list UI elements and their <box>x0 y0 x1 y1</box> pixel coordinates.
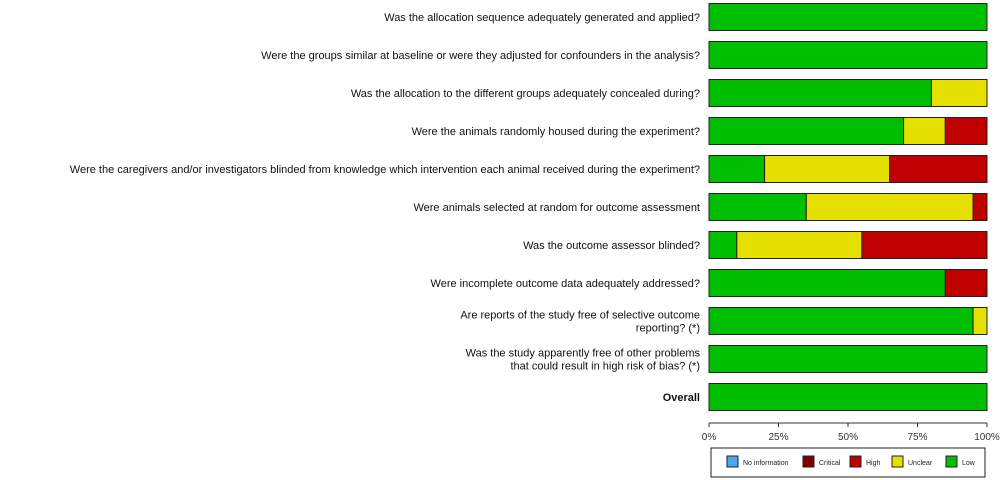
x-tick-label: 0% <box>702 432 717 443</box>
bar-segment-high <box>889 155 988 183</box>
legend-swatch-unclear <box>891 455 904 468</box>
category-label: Are reports of the study free of selecti… <box>460 310 700 322</box>
bar-segment-high <box>944 269 988 297</box>
category-label: Were the caregivers and/or investigators… <box>70 164 700 176</box>
category-label: Overall <box>663 392 700 404</box>
bar-segment-unclear <box>764 155 891 183</box>
category-label: Was the outcome assessor blinded? <box>523 240 700 252</box>
bar-segment-unclear <box>930 79 988 107</box>
legend-label: Low <box>962 460 976 467</box>
bar-segment-low <box>708 307 974 335</box>
category-label: Was the study apparently free of other p… <box>466 348 701 360</box>
bar-segment-low <box>708 117 905 145</box>
x-tick-label: 75% <box>907 432 927 443</box>
legend-box <box>710 447 986 478</box>
category-label: Were animals selected at random for outc… <box>413 202 700 214</box>
bar-segment-high <box>944 117 988 145</box>
bar-segment-high <box>861 231 988 259</box>
x-tick-label: 50% <box>838 432 858 443</box>
bar-segment-unclear <box>903 117 946 145</box>
category-label: reporting? (*) <box>636 323 700 335</box>
bar-segment-unclear <box>736 231 863 259</box>
bar-segment-low <box>708 345 988 373</box>
bar-segment-low <box>708 155 766 183</box>
x-tick-label: 100% <box>974 432 1000 443</box>
legend-label: No information <box>743 460 789 467</box>
bar-segment-low <box>708 383 988 411</box>
bar-segment-unclear <box>972 307 988 335</box>
bar-segment-low <box>708 269 946 297</box>
bar-segment-low <box>708 231 738 259</box>
legend-swatch-no-information <box>726 455 739 468</box>
bar-segment-low <box>708 41 988 69</box>
bar-segment-high <box>972 193 988 221</box>
legend-label: Unclear <box>908 460 933 467</box>
legend-swatch-low <box>945 455 958 468</box>
legend-label: Critical <box>819 460 841 467</box>
bar-segment-low <box>708 3 988 31</box>
category-label: Was the allocation to the different grou… <box>351 88 700 100</box>
legend-swatch-critical <box>802 455 815 468</box>
category-label: Were the animals randomly housed during … <box>412 126 700 138</box>
legend-swatch-high <box>849 455 862 468</box>
bar-segment-low <box>708 193 807 221</box>
bar-segment-unclear <box>805 193 974 221</box>
x-tick-label: 25% <box>768 432 788 443</box>
category-label: Were incomplete outcome data adequately … <box>431 278 700 290</box>
category-label: that could result in high risk of bias? … <box>510 361 700 373</box>
category-label: Were the groups similar at baseline or w… <box>261 50 700 62</box>
legend-label: High <box>866 460 881 467</box>
category-label: Was the allocation sequence adequately g… <box>384 12 700 24</box>
bar-segment-low <box>708 79 932 107</box>
